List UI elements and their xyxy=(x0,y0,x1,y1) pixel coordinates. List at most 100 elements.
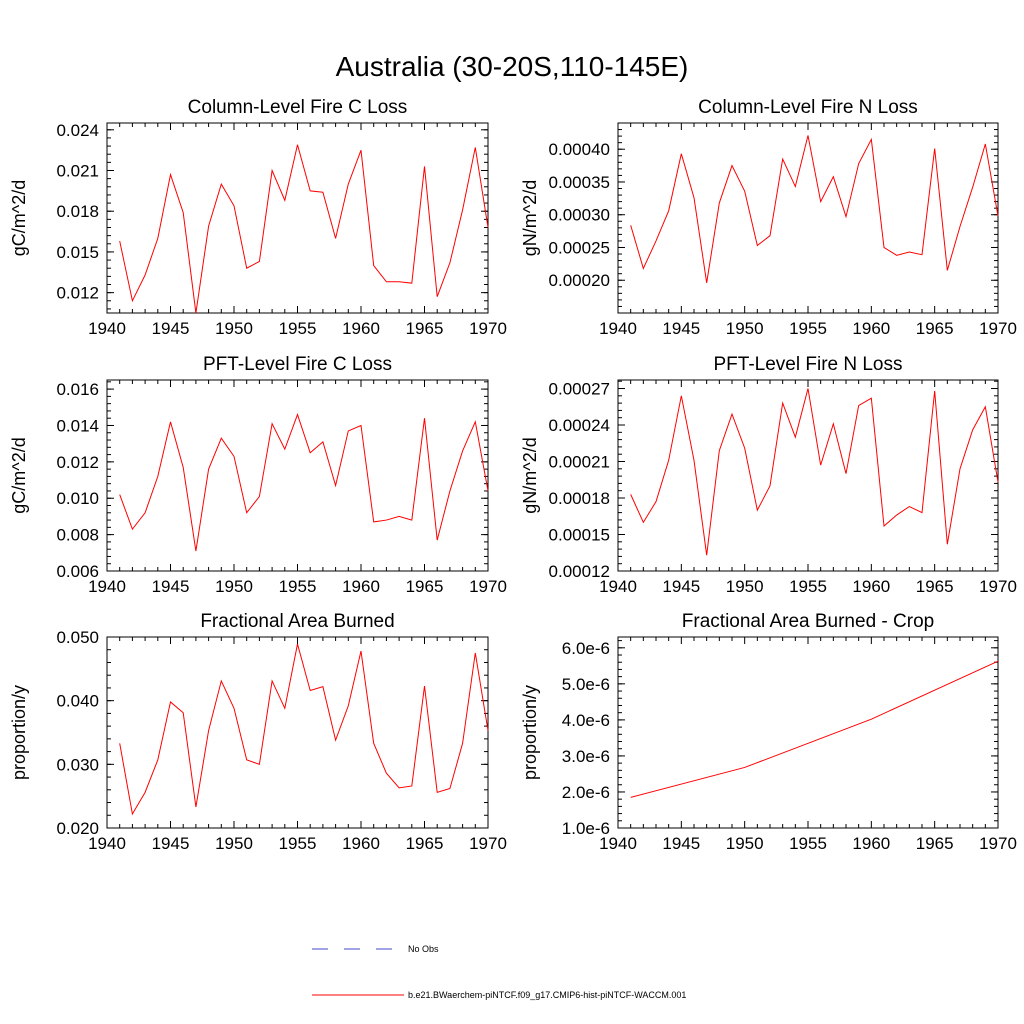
x-tick-label: 1955 xyxy=(789,319,827,338)
x-tick-label: 1950 xyxy=(726,577,764,596)
y-tick-label: 0.040 xyxy=(56,692,99,711)
y-axis-label: gC/m^2/d xyxy=(9,180,29,256)
y-tick-label: 0.008 xyxy=(56,526,99,545)
panel-title: Column-Level Fire C Loss xyxy=(188,97,408,118)
x-tick-label: 1940 xyxy=(599,319,637,338)
y-tick-label: 0.00018 xyxy=(549,489,610,508)
panel-5: Fractional Area Burned proportion/y 1940 19… xyxy=(9,611,507,853)
x-tick-label: 1945 xyxy=(152,577,190,596)
y-tick-label: 0.021 xyxy=(56,162,99,181)
x-tick-label: 1960 xyxy=(342,577,380,596)
y-tick-label: 0.00040 xyxy=(549,140,610,159)
x-tick-label: 1950 xyxy=(215,319,253,338)
x-tick-label: 1965 xyxy=(916,834,954,853)
y-tick-label: 0.00035 xyxy=(549,173,610,192)
x-tick-label: 1945 xyxy=(662,319,700,338)
series-line xyxy=(119,643,489,816)
x-tick-label: 1940 xyxy=(88,319,126,338)
x-tick-label: 1970 xyxy=(469,577,507,596)
panel-title: PFT-Level Fire C Loss xyxy=(203,354,392,375)
y-tick-label: 3.0e-6 xyxy=(562,747,610,766)
x-tick-label: 1960 xyxy=(342,834,380,853)
y-tick-label: 0.030 xyxy=(56,755,99,774)
y-tick-label: 4.0e-6 xyxy=(562,711,610,730)
x-tick-label: 1940 xyxy=(599,577,637,596)
y-tick-label: 2.0e-6 xyxy=(562,783,610,802)
x-tick-label: 1950 xyxy=(215,834,253,853)
y-tick-label: 0.00012 xyxy=(549,562,610,581)
y-tick-label: 0.016 xyxy=(56,380,99,399)
panel-2: Column-Level Fire N Loss gN/m^2/d 1940 1945… xyxy=(520,97,1017,338)
x-tick-label: 1955 xyxy=(789,834,827,853)
x-tick-label: 1950 xyxy=(215,577,253,596)
y-tick-label: 0.00024 xyxy=(549,416,610,435)
y-tick-label: 0.018 xyxy=(56,202,99,221)
panel-title: Fractional Area Burned - Crop xyxy=(682,611,934,632)
x-tick-label: 1945 xyxy=(662,577,700,596)
figure-title: Australia (30-20S,110-145E) xyxy=(336,51,689,82)
y-tick-label: 0.012 xyxy=(56,453,99,472)
x-tick-label: 1960 xyxy=(852,319,890,338)
x-tick-label: 1950 xyxy=(726,834,764,853)
plot-frame xyxy=(106,122,489,314)
x-tick-label: 1945 xyxy=(662,834,700,853)
y-axis-label: proportion/y xyxy=(520,685,540,780)
y-tick-label: 0.00025 xyxy=(549,238,610,257)
y-tick-label: 0.020 xyxy=(56,819,99,838)
y-tick-label: 0.00027 xyxy=(549,380,610,399)
series-line xyxy=(630,660,999,798)
legend-label-model: b.e21.BWaerchem-piNTCF.f09_g17.CMIP6-his… xyxy=(408,990,686,1000)
y-tick-label: 1.0e-6 xyxy=(562,819,610,838)
series-line xyxy=(630,388,999,556)
y-tick-label: 0.010 xyxy=(56,489,99,508)
x-tick-label: 1955 xyxy=(279,319,317,338)
plot-frame xyxy=(617,636,999,829)
x-tick-label: 1960 xyxy=(342,319,380,338)
y-tick-label: 0.00021 xyxy=(549,453,610,472)
legend: No Obs b.e21.BWaerchem-piNTCF.f09_g17.CM… xyxy=(312,944,686,1000)
x-tick-label: 1945 xyxy=(152,834,190,853)
panel-title: PFT-Level Fire N Loss xyxy=(714,354,903,375)
y-axis-label: proportion/y xyxy=(9,685,29,780)
y-tick-label: 0.014 xyxy=(56,416,99,435)
y-tick-label: 0.00020 xyxy=(549,271,610,290)
x-tick-label: 1970 xyxy=(469,834,507,853)
x-tick-label: 1945 xyxy=(152,319,190,338)
panel-3: PFT-Level Fire C Loss gC/m^2/d 1940 1945 195… xyxy=(9,354,507,596)
x-tick-label: 1940 xyxy=(599,834,637,853)
x-tick-label: 1960 xyxy=(852,577,890,596)
plot-frame xyxy=(617,379,999,572)
x-tick-label: 1950 xyxy=(726,319,764,338)
x-tick-label: 1965 xyxy=(406,319,444,338)
x-tick-label: 1955 xyxy=(279,577,317,596)
x-tick-label: 1955 xyxy=(279,834,317,853)
y-tick-label: 5.0e-6 xyxy=(562,675,610,694)
y-tick-label: 6.0e-6 xyxy=(562,639,610,658)
legend-label-no-obs: No Obs xyxy=(408,944,439,954)
panel-title: Column-Level Fire N Loss xyxy=(698,97,918,118)
series-line xyxy=(630,135,999,283)
plot-frame xyxy=(617,122,999,314)
y-tick-label: 0.00030 xyxy=(549,206,610,225)
panel-4: PFT-Level Fire N Loss gN/m^2/d 1940 1945 195… xyxy=(520,354,1017,596)
y-axis-label: gN/m^2/d xyxy=(520,180,540,256)
y-tick-label: 0.012 xyxy=(56,284,99,303)
series-line xyxy=(119,144,489,314)
x-tick-label: 1970 xyxy=(979,577,1017,596)
x-tick-label: 1965 xyxy=(916,577,954,596)
y-tick-label: 0.050 xyxy=(56,628,99,647)
y-tick-label: 0.006 xyxy=(56,562,99,581)
y-axis-label: gC/m^2/d xyxy=(9,437,29,513)
x-tick-label: 1965 xyxy=(916,319,954,338)
x-tick-label: 1960 xyxy=(852,834,890,853)
x-tick-label: 1970 xyxy=(469,319,507,338)
y-tick-label: 0.015 xyxy=(56,243,99,262)
x-tick-label: 1965 xyxy=(406,577,444,596)
y-tick-label: 0.024 xyxy=(56,121,99,140)
x-tick-label: 1940 xyxy=(88,834,126,853)
series-line xyxy=(119,413,489,552)
y-axis-label: gN/m^2/d xyxy=(520,437,540,513)
x-tick-label: 1955 xyxy=(789,577,827,596)
panel-1: Column-Level Fire C Loss gC/m^2/d 1940 1945… xyxy=(9,97,507,338)
